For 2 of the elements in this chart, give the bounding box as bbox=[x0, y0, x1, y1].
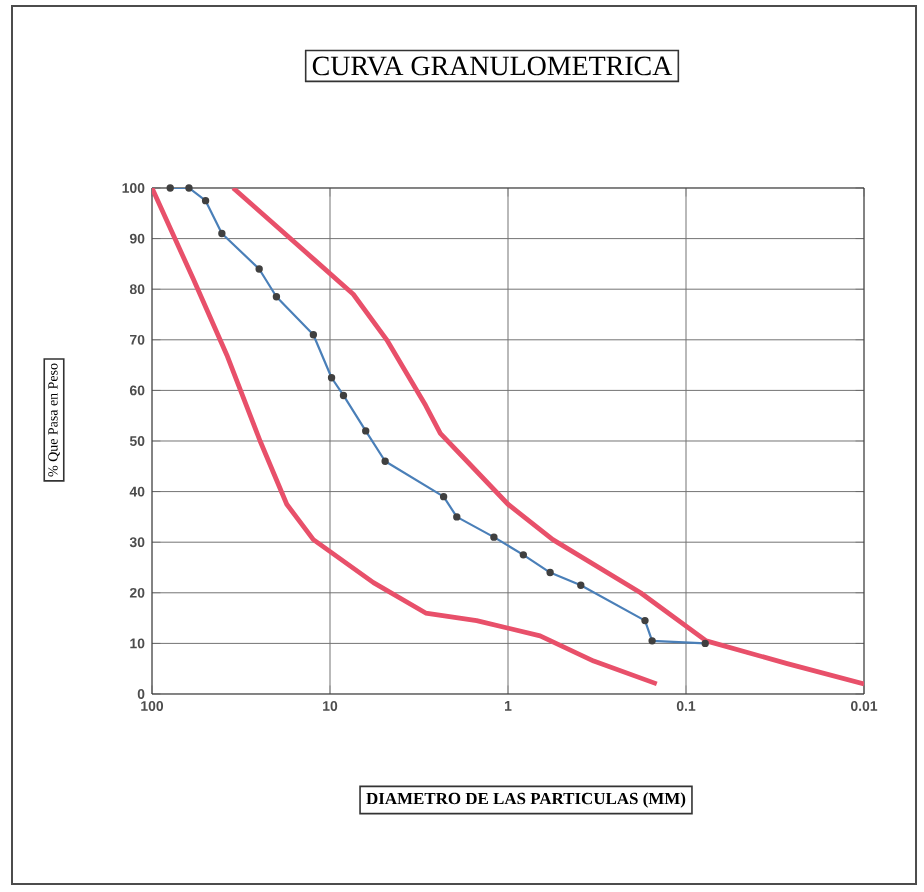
chart-title: CURVA GRANULOMETRICA bbox=[312, 56, 673, 76]
x-axis-title: DIAMETRO DE LAS PARTICULAS (MM) bbox=[366, 792, 686, 808]
